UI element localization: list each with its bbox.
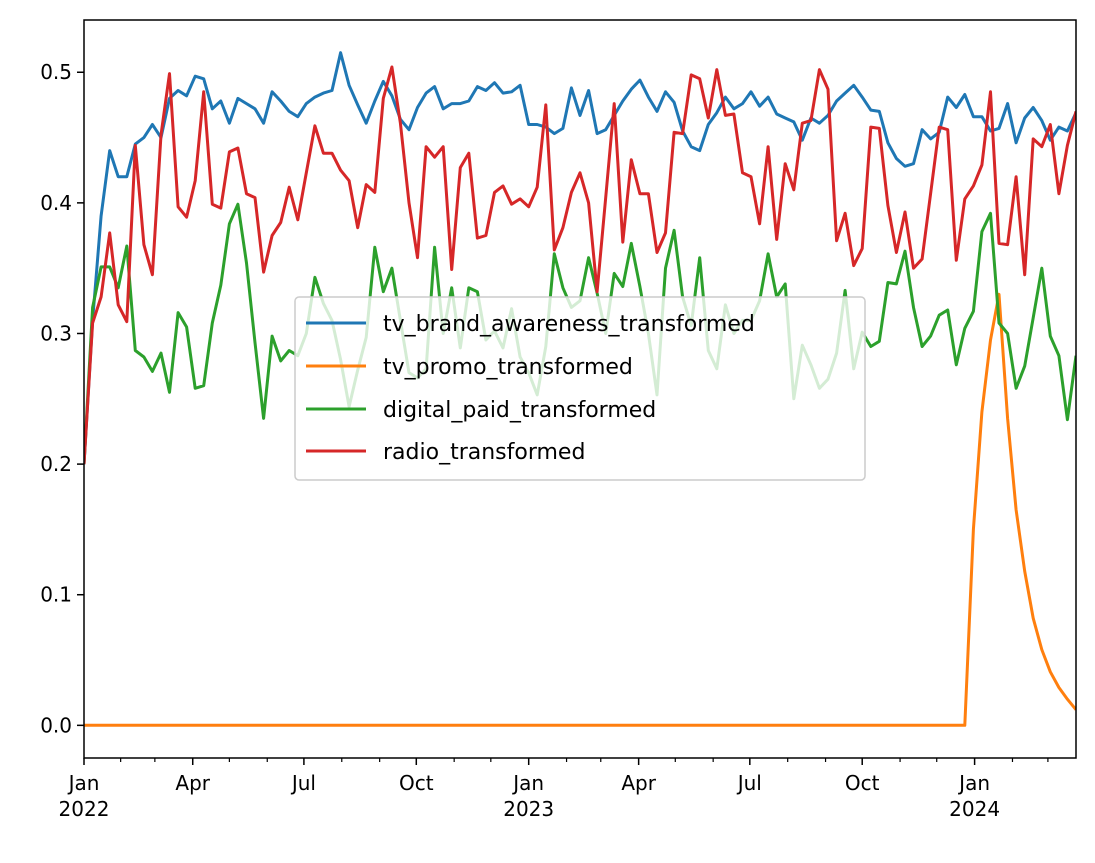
legend: tv_brand_awareness_transformed tv_promo_…	[294, 296, 866, 481]
x-tick-label: Oct	[845, 771, 880, 795]
x-tick-label: Oct	[399, 771, 434, 795]
y-tick-label: 0.2	[40, 452, 72, 476]
plot-frame	[83, 19, 1077, 759]
x-tick-label: Jul	[290, 771, 316, 795]
series-line-tv-promo-transformed	[84, 292, 1076, 727]
x-tick-year-label: 2022	[59, 797, 110, 821]
x-tick-label: Jan	[957, 771, 990, 795]
x-tick-label: Apr	[621, 771, 656, 795]
y-tick-label: 0.3	[40, 321, 72, 345]
legend-label-tv-brand-awareness: tv_brand_awareness_transformed	[383, 312, 755, 337]
y-tick-label: 0.4	[40, 191, 72, 215]
x-tick-year-label: 2024	[949, 797, 1000, 821]
x-tick-label: Jan	[511, 771, 544, 795]
x-tick-year-label: 2023	[503, 797, 554, 821]
legend-label-tv-promo: tv_promo_transformed	[383, 355, 633, 380]
legend-label-digital-paid: digital_paid_transformed	[383, 398, 656, 423]
series-line-radio-transformed	[84, 65, 1076, 465]
y-tick-label: 0.5	[40, 60, 72, 84]
x-tick-label: Apr	[175, 771, 210, 795]
x-tick-label: Jul	[736, 771, 762, 795]
x-tick-label: Jan	[67, 771, 100, 795]
y-tick-label: 0.1	[40, 583, 72, 607]
y-tick-label: 0.0	[40, 713, 72, 737]
legend-box	[294, 296, 866, 481]
series-line-tv-brand-awareness-transformed	[84, 51, 1076, 465]
legend-label-radio: radio_transformed	[383, 440, 585, 465]
